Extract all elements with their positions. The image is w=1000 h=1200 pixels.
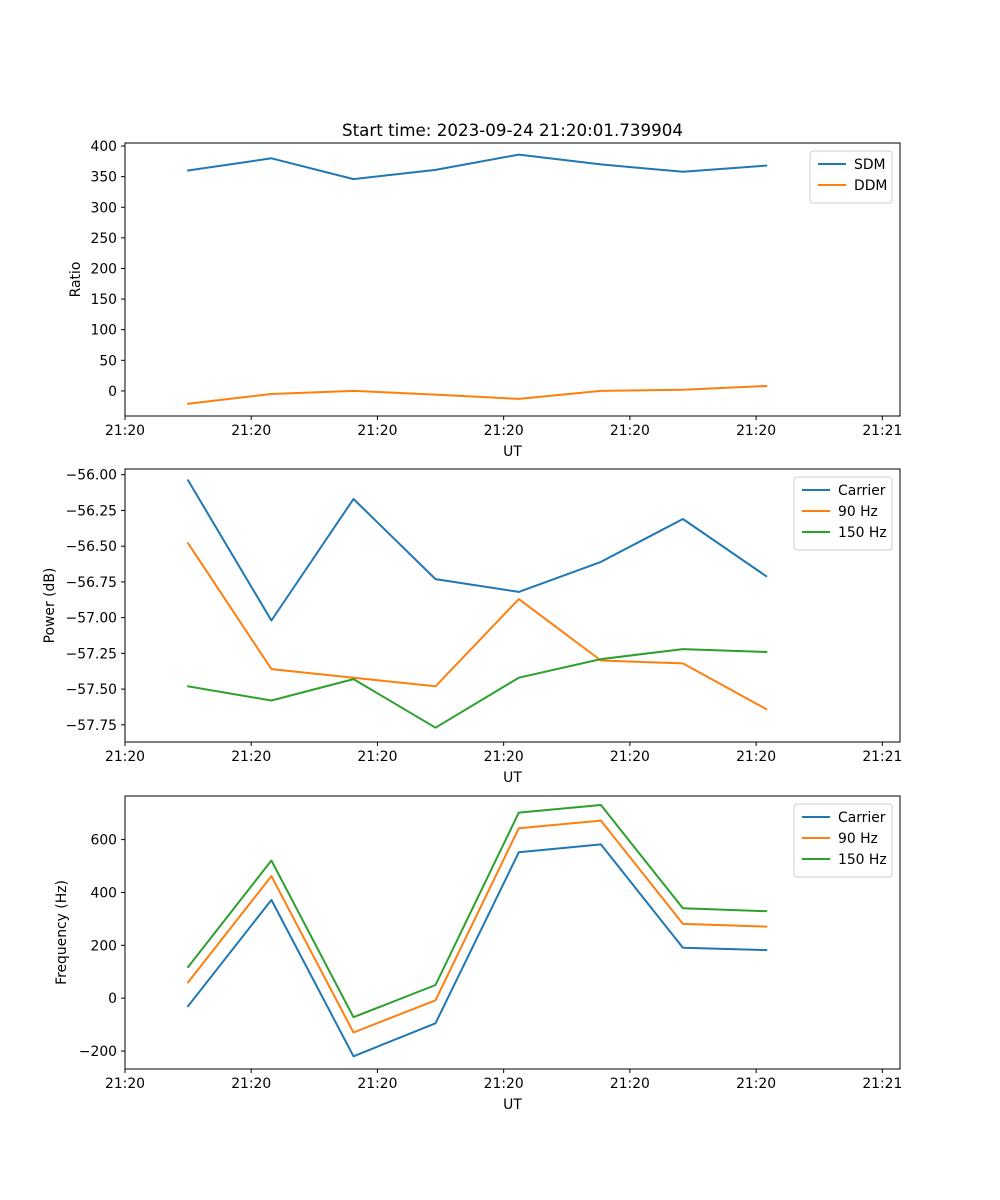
- chart-title: Start time: 2023-09-24 21:20:01.739904: [342, 120, 683, 140]
- panel-power: 21:20 21:20 21:20 21:20 21:20 21:20 21:21 −57.7…: [42, 468, 902, 786]
- legend: Carrier 90 Hz 150 Hz: [793, 803, 893, 878]
- y-tick-label: −200: [79, 1044, 117, 1060]
- x-axis-label: UT: [503, 770, 522, 786]
- series-line-carrier: [186, 843, 768, 1058]
- legend-label: Carrier: [838, 483, 886, 499]
- series-line-sdm: [186, 153, 768, 181]
- y-tick-label: −56.00: [66, 468, 117, 484]
- series-line-150-hz: [186, 804, 768, 1019]
- panel-ratio: 21:20 21:20 21:20 21:20 21:20 21:20 21:21 0 50 10…: [68, 139, 902, 460]
- y-tick-label: −57.00: [66, 611, 117, 627]
- legend-label: SDM: [854, 157, 886, 173]
- x-axis-label: UT: [503, 444, 522, 460]
- legend-label: 90 Hz: [838, 831, 878, 847]
- x-tick-label: 21:20: [610, 423, 650, 439]
- x-tick-label: 21:20: [231, 1076, 271, 1092]
- x-tick-label: 21:20: [105, 423, 145, 439]
- series-line-150-hz: [186, 648, 768, 729]
- y-tick-label: −57.25: [66, 646, 117, 662]
- legend: SDM DDM: [809, 150, 893, 204]
- x-tick-label: 21:20: [736, 423, 776, 439]
- legend-label: 150 Hz: [838, 525, 887, 541]
- legend-label: 150 Hz: [838, 852, 887, 868]
- x-tick-label: 21:21: [862, 423, 902, 439]
- x-tick-label: 21:20: [484, 423, 524, 439]
- x-tick-label: 21:20: [610, 749, 650, 765]
- axes-frame: [124, 468, 901, 743]
- series-line-90-hz: [186, 541, 768, 711]
- y-tick-label: 0: [108, 991, 117, 1007]
- y-tick-label: −56.75: [66, 575, 117, 591]
- y-axis-label: Frequency (Hz): [54, 880, 70, 985]
- y-axis-label: Power (dB): [42, 568, 58, 644]
- legend-label: 90 Hz: [838, 504, 878, 520]
- x-tick-label: 21:20: [231, 423, 271, 439]
- y-tick-label: 200: [90, 938, 117, 954]
- x-tick-label: 21:20: [610, 1076, 650, 1092]
- y-tick-label: 300: [90, 200, 117, 216]
- y-tick-label: 100: [90, 323, 117, 339]
- x-tick-label: 21:20: [357, 423, 397, 439]
- x-tick-label: 21:21: [862, 749, 902, 765]
- axes-frame: [124, 795, 901, 1070]
- y-tick-label: 200: [90, 261, 117, 277]
- x-tick-label: 21:20: [736, 1076, 776, 1092]
- y-tick-label: 400: [90, 139, 117, 155]
- x-tick-label: 21:20: [357, 1076, 397, 1092]
- series-line-carrier: [186, 479, 768, 622]
- legend: Carrier 90 Hz 150 Hz: [793, 476, 893, 551]
- x-tick-label: 21:21: [862, 1076, 902, 1092]
- x-tick-label: 21:20: [105, 749, 145, 765]
- y-tick-label: 50: [99, 353, 117, 369]
- x-tick-label: 21:20: [105, 1076, 145, 1092]
- y-tick-label: −57.75: [66, 718, 117, 734]
- legend-label: DDM: [854, 178, 887, 194]
- x-tick-label: 21:20: [736, 749, 776, 765]
- y-tick-label: 350: [90, 170, 117, 186]
- x-tick-label: 21:20: [231, 749, 271, 765]
- axes-frame: [124, 142, 901, 417]
- series-line-ddm: [186, 384, 768, 405]
- y-tick-label: 600: [90, 833, 117, 849]
- panel-frequency: 21:20 21:20 21:20 21:20 21:20 21:20 21:21 −200 0…: [54, 795, 902, 1113]
- y-tick-label: −56.50: [66, 539, 117, 555]
- y-tick-label: 400: [90, 885, 117, 901]
- y-tick-label: 250: [90, 231, 117, 247]
- legend-label: Carrier: [838, 810, 886, 826]
- x-tick-label: 21:20: [484, 1076, 524, 1092]
- y-tick-label: −57.50: [66, 682, 117, 698]
- y-tick-label: 0: [108, 384, 117, 400]
- series-line-90-hz: [186, 819, 768, 1034]
- x-axis-label: UT: [503, 1097, 522, 1113]
- x-tick-label: 21:20: [484, 749, 524, 765]
- y-tick-label: 150: [90, 292, 117, 308]
- y-tick-label: −56.25: [66, 503, 117, 519]
- x-tick-label: 21:20: [357, 749, 397, 765]
- y-axis-label: Ratio: [68, 262, 84, 298]
